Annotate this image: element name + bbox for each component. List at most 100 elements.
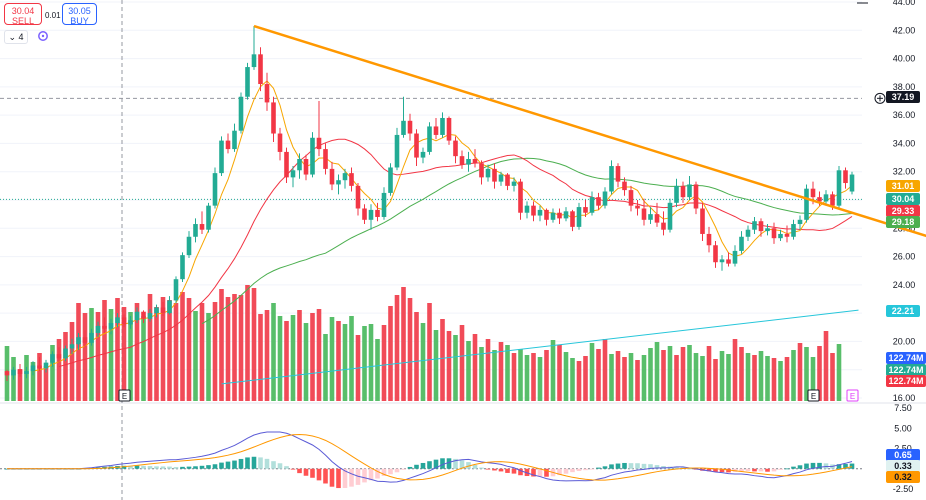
candle-body [30,365,36,372]
volume-bar [375,339,380,401]
refresh-icon[interactable] [37,30,49,42]
volume-bar [167,300,172,401]
candle-body [576,207,582,227]
macd-histogram-bar [804,463,809,469]
volume-bar [251,288,257,401]
volume-bar [726,354,731,401]
candle-body [11,369,16,376]
macd-histogram-bar [342,468,348,488]
volume-bar [810,357,816,401]
macd-histogram-bar [485,468,491,470]
macd-histogram-bar [518,468,523,476]
volume-bar [349,316,354,401]
candle-body [518,181,523,213]
macd-histogram-bar [401,468,406,470]
macd-histogram-bar [674,466,679,469]
signal-line [7,433,853,481]
macd-badge [886,460,920,472]
price-tick-label: 24.00 [893,280,916,290]
volume-bar [784,357,790,401]
macd-histogram-bar [420,462,426,469]
macd-histogram-bar [622,462,627,469]
candle-body [726,259,731,264]
macd-badge [886,471,920,483]
macd-histogram-bar [141,465,146,469]
candle-body [823,194,829,202]
candle-body [271,102,276,134]
macd-histogram-bar [277,463,283,469]
indicators-collapse-button[interactable]: ⌄ 4 [4,30,28,44]
candle-body [154,307,159,314]
volume-bar [836,344,842,401]
candle-body [511,181,517,186]
candle-body [368,209,374,220]
price-tick-label: 26.00 [893,252,916,262]
macd-histogram-bar [407,466,413,469]
earnings-marker-label: E [122,392,127,401]
candle-body [316,137,322,150]
macd-histogram-bar [173,467,179,469]
macd-histogram-bar [589,468,595,470]
candle-body [381,192,387,217]
macd-histogram-bar [810,462,816,469]
volume-bar [687,345,692,401]
macd-histogram-bar [160,466,166,469]
candle-body [641,208,647,220]
volume-bar [141,316,146,401]
macd-histogram-bar [615,463,621,469]
volume-bar [596,349,601,401]
candle-body [810,188,816,198]
volume-bar [524,355,530,401]
volume-bar [758,351,764,401]
macd-histogram-bar [362,468,367,483]
macd-histogram-bar [778,468,783,470]
volume-bar [362,326,367,401]
volume-bar [440,319,445,401]
candle-body [284,151,289,178]
macd-histogram-bar [583,468,588,471]
macd-histogram-bar [147,466,153,469]
macd-histogram-bar [303,468,309,476]
price-tick-label: 40.00 [893,54,916,64]
candle-body [180,255,185,280]
candle-body [342,173,348,181]
macd-histogram-bar [388,468,393,475]
sell-button[interactable]: 30.04 SELL [4,3,42,26]
buy-button[interactable]: 30.05 BUY [62,3,97,26]
volume-bar [394,295,400,401]
volume-bar [147,294,153,401]
macd-histogram-bar [251,456,257,469]
price-badge [886,91,920,103]
macd-histogram-bar [843,464,848,469]
macd-histogram-bar [635,463,640,469]
macd-histogram-bar [511,468,517,474]
macd-histogram-bar [492,468,497,471]
volume-bar [154,307,159,401]
candle-body [745,229,751,237]
candle-body [758,221,764,232]
volume-bar [433,330,439,401]
macd-histogram-bar [232,460,237,469]
candle-body [225,140,231,150]
macd-histogram-bar [316,468,322,481]
volume-bar [186,298,192,401]
macd-histogram-bar [427,461,432,469]
candle-body [713,245,718,263]
indicators-count: 4 [18,32,24,42]
macd-histogram-bar [654,465,660,469]
macd-tick-label: -2.50 [893,484,914,494]
candle-body [771,228,777,239]
volume-bar [414,312,419,401]
minus-icon[interactable] [850,0,874,6]
price-tick-label: 42.00 [893,25,916,35]
candle-body [56,354,62,359]
trendline [253,24,926,238]
candle-body [160,307,166,314]
macd-line [7,431,853,483]
candle-body [693,184,699,209]
volume-bar [719,351,725,401]
volume-bar [485,339,491,401]
price-badge-label: 30.04 [892,194,915,204]
candle-body [680,185,686,198]
